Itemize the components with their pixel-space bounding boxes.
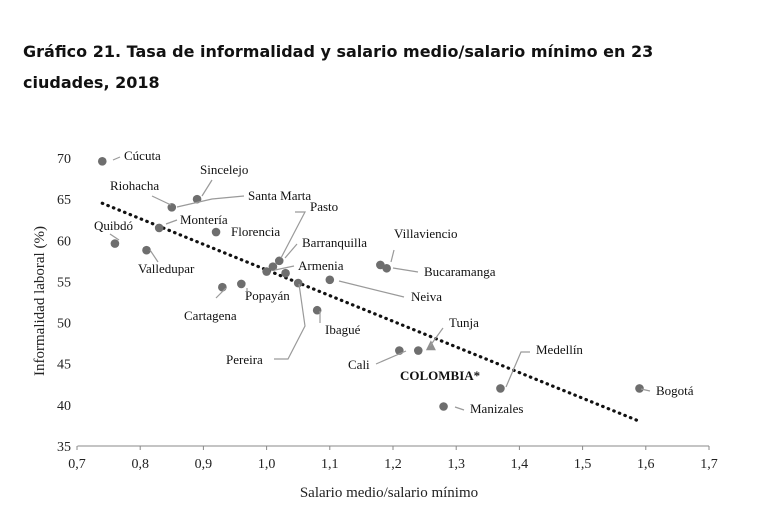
- point-label: Santa Marta: [248, 188, 311, 203]
- data-point: [142, 245, 151, 255]
- leader-line: [112, 156, 121, 161]
- y-tick-label: 45: [57, 358, 71, 373]
- y-tick-label: 40: [57, 399, 71, 414]
- leader-line: [454, 406, 465, 411]
- point-label: Popayán: [245, 288, 290, 303]
- y-tick-label: 65: [57, 193, 71, 208]
- leader-line: [390, 249, 395, 263]
- y-tick-label: 70: [57, 152, 71, 167]
- point-label: Ibagué: [325, 322, 361, 337]
- leader-line: [165, 219, 178, 225]
- x-tick-label: 1,3: [447, 457, 465, 472]
- x-tick-label: 1,1: [321, 457, 339, 472]
- data-point: [376, 260, 385, 270]
- x-tick-label: 1,6: [637, 457, 655, 472]
- point-label: Medellín: [536, 342, 583, 357]
- leader-line: [392, 267, 419, 273]
- leader-line: [176, 195, 245, 208]
- data-point: [97, 156, 107, 166]
- data-point: [312, 305, 322, 315]
- point-label: Cúcuta: [124, 148, 161, 163]
- trend-line: [100, 201, 642, 423]
- point-label: Valledupar: [138, 261, 195, 276]
- data-point: [413, 346, 423, 355]
- point-label: Pereira: [226, 352, 263, 367]
- point-label: Manizales: [470, 401, 523, 416]
- leader-line: [505, 351, 530, 388]
- point-label: Villaviencio: [394, 226, 457, 241]
- x-axis-label: Salario medio/salario mínimo: [300, 485, 478, 501]
- data-point: [167, 203, 177, 212]
- leader-line: [640, 388, 651, 392]
- data-point: [325, 275, 335, 285]
- x-tick-label: 1,5: [574, 457, 592, 472]
- leader-line: [215, 287, 227, 299]
- point-label: Montería: [180, 212, 228, 227]
- data-point: [635, 384, 644, 393]
- data-point: [262, 267, 271, 276]
- data-point: [211, 227, 221, 237]
- leader-line: [109, 233, 120, 241]
- data-point: [218, 282, 227, 292]
- data-point: [110, 239, 120, 248]
- leader-line: [274, 265, 295, 271]
- data-point: [154, 223, 164, 233]
- data-point: [496, 384, 505, 393]
- point-label: Riohacha: [110, 178, 159, 193]
- point-label: Florencia: [231, 224, 280, 239]
- point-label: Barranquilla: [302, 235, 367, 250]
- data-point: [382, 263, 391, 273]
- point-label: Pasto: [310, 199, 338, 214]
- leader-line: [274, 283, 306, 360]
- point-label: Sincelejo: [200, 162, 248, 177]
- data-point: [192, 194, 202, 204]
- leader-line: [284, 243, 298, 259]
- x-tick-label: 0,9: [195, 457, 213, 472]
- leader-line: [151, 195, 172, 206]
- chart-title: Gráfico 21. Tasa de informalidad y salar…: [23, 42, 654, 92]
- point-label: Quibdó: [94, 218, 133, 233]
- data-point: [439, 402, 448, 411]
- leader-line: [280, 211, 306, 259]
- y-axis-label: Informalidad laboral (%): [32, 226, 48, 376]
- data-point: [268, 262, 278, 271]
- y-tick-label: 50: [57, 317, 71, 332]
- y-tick-label: 55: [57, 275, 71, 290]
- point-label: Cartagena: [184, 308, 237, 323]
- x-tick-label: 1,0: [258, 457, 276, 472]
- point-label: Cali: [348, 357, 370, 372]
- data-point: [293, 278, 303, 288]
- point-label: Armenia: [298, 258, 344, 273]
- leader-line: [375, 350, 407, 365]
- point-label: Bucaramanga: [424, 264, 496, 279]
- x-tick-label: 0,7: [68, 457, 86, 472]
- x-tick-label: 1,2: [384, 457, 402, 472]
- data-point: [274, 256, 284, 266]
- point-label: COLOMBIA*: [400, 368, 480, 383]
- point-label: Tunja: [449, 315, 479, 330]
- y-tick-label: 35: [57, 440, 71, 455]
- x-tick-label: 0,8: [131, 457, 149, 472]
- leader-line: [338, 280, 405, 298]
- data-point: [281, 268, 290, 278]
- x-tick-label: 1,7: [700, 457, 718, 472]
- leader-line: [201, 179, 213, 197]
- leader-line: [149, 249, 159, 263]
- y-tick-label: 60: [57, 234, 71, 249]
- point-label: Bogotá: [656, 383, 694, 398]
- data-point: [237, 279, 246, 289]
- x-tick-label: 1,4: [511, 457, 529, 472]
- leader-line: [429, 327, 444, 347]
- point-label: Neiva: [411, 289, 442, 304]
